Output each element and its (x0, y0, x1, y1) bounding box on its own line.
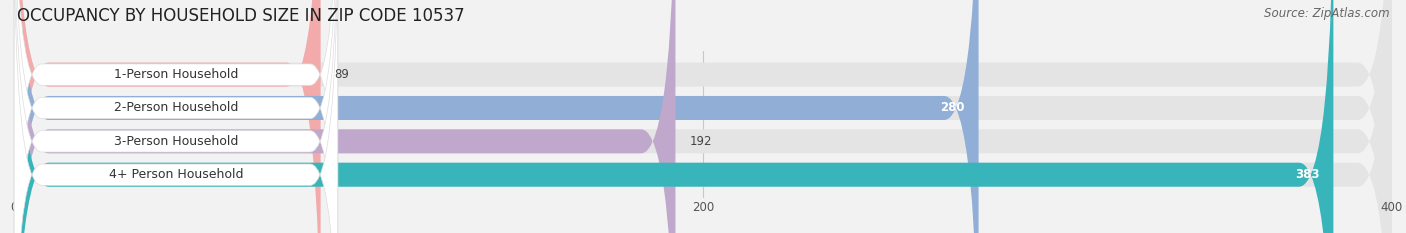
Text: 2-Person Household: 2-Person Household (114, 102, 238, 114)
Text: Source: ZipAtlas.com: Source: ZipAtlas.com (1264, 7, 1389, 20)
FancyBboxPatch shape (14, 0, 337, 233)
Text: 4+ Person Household: 4+ Person Household (108, 168, 243, 181)
FancyBboxPatch shape (14, 0, 321, 233)
FancyBboxPatch shape (14, 0, 337, 233)
Text: 192: 192 (689, 135, 711, 148)
Text: 383: 383 (1295, 168, 1320, 181)
Text: 89: 89 (335, 68, 349, 81)
FancyBboxPatch shape (14, 0, 337, 233)
FancyBboxPatch shape (14, 0, 1392, 233)
FancyBboxPatch shape (14, 0, 979, 233)
Text: OCCUPANCY BY HOUSEHOLD SIZE IN ZIP CODE 10537: OCCUPANCY BY HOUSEHOLD SIZE IN ZIP CODE … (17, 7, 464, 25)
Text: 280: 280 (941, 102, 965, 114)
Text: 3-Person Household: 3-Person Household (114, 135, 238, 148)
FancyBboxPatch shape (14, 0, 1392, 233)
FancyBboxPatch shape (14, 0, 1333, 233)
Text: 1-Person Household: 1-Person Household (114, 68, 238, 81)
FancyBboxPatch shape (14, 0, 1392, 233)
FancyBboxPatch shape (14, 0, 1392, 233)
FancyBboxPatch shape (14, 0, 337, 233)
FancyBboxPatch shape (14, 0, 675, 233)
